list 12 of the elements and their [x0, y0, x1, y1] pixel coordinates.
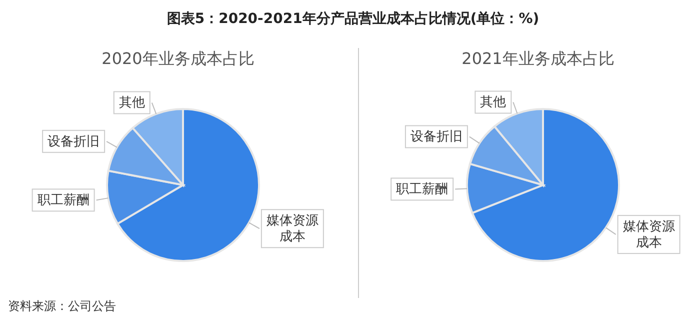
chart-title: 2020年业务成本占比	[100, 48, 256, 70]
slice-label: 职工薪酬	[396, 182, 448, 198]
slice-label: 其他	[118, 96, 145, 111]
slice-label: 设备折旧	[48, 134, 100, 150]
text: 资料来源：公司公告	[8, 298, 116, 315]
slice-label: 媒体资源成本	[622, 219, 675, 250]
slice-label: 媒体资源成本	[266, 214, 318, 245]
chart-title: 2021年业务成本占比	[460, 48, 616, 70]
slice-label: 其他	[480, 95, 506, 110]
slice-label: 设备折旧	[410, 130, 462, 145]
slice-label: 职工薪酬	[37, 193, 90, 208]
text: 图表5：2020-2021年分产品营业成本占比情况(单位：%)	[166, 10, 540, 28]
